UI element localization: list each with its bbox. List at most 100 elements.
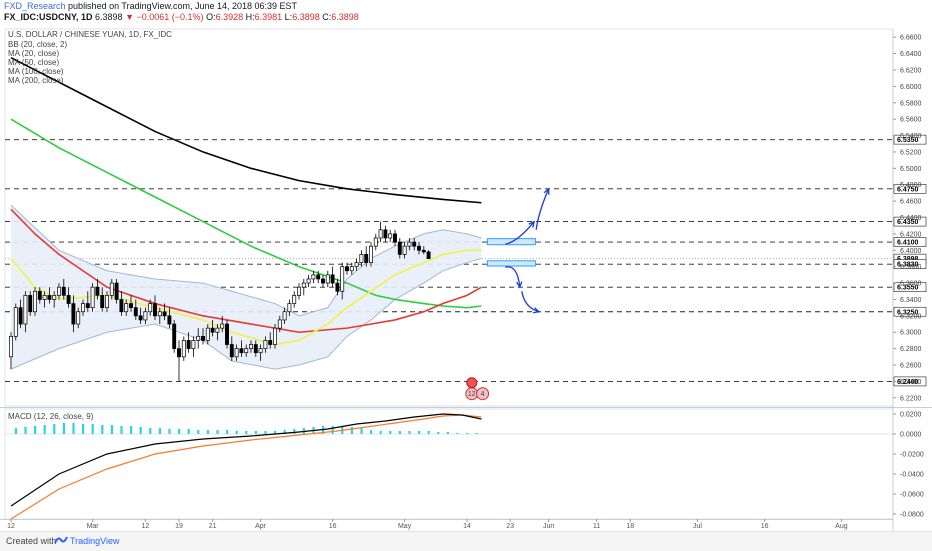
event-count: 12 [468, 391, 476, 398]
open-label: O: [206, 12, 216, 22]
macd-histogram-bar [178, 429, 181, 434]
tradingview-logo-icon[interactable] [54, 534, 68, 546]
macd-legend[interactable]: MACD (12, 26, close, 9) [8, 412, 94, 421]
candle-body [373, 237, 378, 247]
price-label-box [893, 306, 927, 317]
legend-item-bb[interactable]: BB (20, close, 2) [8, 40, 68, 49]
candle-body [148, 303, 153, 313]
candle-body [133, 307, 138, 317]
username-link[interactable]: FXD_Research [4, 1, 66, 11]
candle-body [129, 303, 133, 309]
macd-histogram-bar [110, 425, 113, 434]
candle-body [388, 233, 393, 239]
macd-histogram-bar [466, 433, 469, 434]
tradingview-brand-link[interactable]: TradingView [70, 536, 120, 546]
ohlc-line: FX_IDC:USDCNY, 1D 6.3898 ▼ −0.0061 (−0.1… [4, 12, 359, 22]
candle-body [61, 286, 66, 296]
macd-histogram-bar [389, 431, 392, 434]
macd-histogram-bar [206, 430, 209, 434]
chart-canvas[interactable]: 6.53506.47506.43506.41006.38986.38306.35… [0, 24, 932, 531]
price-tick-label: 6.4000 [900, 248, 922, 255]
bb-lower-line [10, 257, 482, 370]
open-value: 6.3928 [215, 12, 244, 22]
candle-body [153, 303, 157, 317]
candle-body [225, 323, 229, 345]
time-tick-label: 11 [593, 523, 600, 530]
macd-histogram-bar [408, 431, 411, 434]
macd-histogram-bar [235, 431, 238, 434]
macd-histogram-bar [245, 431, 248, 434]
price-tick-label: 6.3200 [900, 313, 922, 320]
macd-histogram-bar [427, 431, 430, 434]
macd-histogram-bar [158, 428, 161, 434]
price-tick-label: 6.2200 [900, 395, 922, 402]
arrow-down-1 [505, 266, 521, 288]
macd-histogram-bar [418, 431, 421, 434]
candle-body [9, 335, 13, 358]
annotations [486, 187, 550, 314]
time-tick-label: 12 [142, 523, 150, 530]
macd-histogram-bar [274, 431, 277, 434]
macd-histogram-bar [437, 432, 440, 434]
chart-title: U.S. DOLLAR / CHINESE YUAN, 1D, FX_IDC [8, 30, 172, 39]
candle-body [18, 307, 23, 325]
time-tick-label: 23 [506, 523, 514, 530]
candle-body [138, 315, 143, 321]
legend-item-ma100[interactable]: MA (100, close) [8, 67, 64, 76]
candle-body [47, 295, 52, 300]
legend-item-ma50[interactable]: MA (50, close) [8, 58, 60, 67]
macd-histogram-bar [456, 433, 459, 434]
time-tick-label: Apr [255, 523, 267, 530]
candle-body [95, 286, 100, 296]
macd-tick-label: 0.0200 [900, 412, 922, 419]
price-tick-label: 6.2400 [900, 379, 922, 386]
macd-histogram-bar [24, 427, 27, 434]
price-tick-label: 6.3000 [900, 330, 922, 337]
candle-body [177, 348, 181, 358]
time-tick-label: Jun [543, 523, 554, 530]
event-markers[interactable]: 12 4 [465, 377, 490, 401]
macd-histogram-bar [360, 428, 363, 434]
event-count: 4 [481, 391, 485, 398]
price-tick-label: 6.3600 [900, 281, 922, 288]
macd-histogram-bar [72, 423, 75, 434]
candle-body [57, 286, 61, 296]
candle-body [100, 295, 105, 309]
macd-tick-label: -0.0200 [900, 452, 924, 459]
price-tick-label: 6.4200 [900, 231, 922, 238]
candle-body [369, 245, 373, 263]
candle-body [167, 315, 172, 325]
legend-item-ma20[interactable]: MA (20, close) [8, 49, 60, 58]
candle-body [234, 348, 239, 358]
candle-body [244, 348, 249, 354]
candle-body [239, 348, 244, 354]
grid [0, 28, 932, 520]
candle-body [325, 274, 330, 284]
time-tick-label: 19 [175, 523, 183, 530]
price-tick-label: 6.2800 [900, 346, 922, 353]
legend-item-ma200[interactable]: MA (200, close) [8, 76, 64, 85]
time-tick-label: Mar [87, 523, 100, 530]
macd-line [10, 413, 482, 507]
macd-histogram-bar [14, 428, 17, 434]
bollinger-bands [10, 204, 482, 370]
price-tick-label: 6.3400 [900, 297, 922, 304]
macd-histogram-bar [91, 424, 94, 434]
candle-body [258, 348, 263, 354]
candle-body [114, 282, 119, 300]
candle-body [81, 303, 85, 313]
price-tick-label: 6.5600 [900, 117, 922, 124]
candle-body [282, 311, 287, 321]
macd-histogram-bar [379, 431, 382, 434]
candle-body [301, 282, 306, 288]
candle-body [119, 299, 124, 313]
macd-histogram-bar [139, 427, 142, 434]
candle-body [321, 278, 325, 284]
candle-body [292, 295, 297, 304]
candle-body [263, 340, 268, 349]
price-label-box [893, 184, 927, 194]
macd-histogram-bar [283, 430, 286, 434]
price-label-box [893, 282, 927, 292]
price-label-box [893, 216, 927, 227]
price-label: 6.3550 [897, 285, 919, 292]
